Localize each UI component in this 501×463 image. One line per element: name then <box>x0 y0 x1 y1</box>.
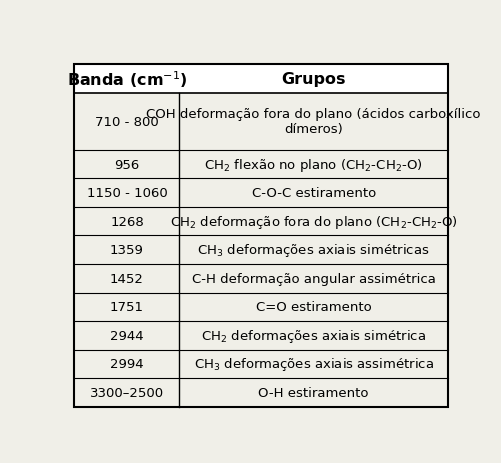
Text: CH$_2$ deformação fora do plano (CH$_2$-CH$_2$-O): CH$_2$ deformação fora do plano (CH$_2$-… <box>169 213 457 230</box>
Text: 2994: 2994 <box>110 357 143 370</box>
Text: 1452: 1452 <box>110 272 144 285</box>
Text: 3300–2500: 3300–2500 <box>90 386 164 399</box>
Text: CH$_3$ deformações axiais assimétrica: CH$_3$ deformações axiais assimétrica <box>193 356 433 373</box>
Text: 1359: 1359 <box>110 244 144 257</box>
Text: Banda (cm$^{-1}$): Banda (cm$^{-1}$) <box>67 69 187 89</box>
Text: 2944: 2944 <box>110 329 143 342</box>
Text: 956: 956 <box>114 158 139 171</box>
Text: CH$_3$ deformações axiais simétricas: CH$_3$ deformações axiais simétricas <box>197 242 429 259</box>
Text: C=O estiramento: C=O estiramento <box>256 300 371 313</box>
Text: 1150 - 1060: 1150 - 1060 <box>86 187 167 200</box>
Bar <box>74 64 447 94</box>
Text: 1268: 1268 <box>110 215 143 228</box>
Text: Grupos: Grupos <box>281 72 345 87</box>
Text: CH$_2$ deformações axiais simétrica: CH$_2$ deformações axiais simétrica <box>201 327 425 344</box>
Text: C-H deformação angular assimétrica: C-H deformação angular assimétrica <box>191 272 435 285</box>
Text: 1751: 1751 <box>110 300 144 313</box>
Text: C-O-C estiramento: C-O-C estiramento <box>251 187 375 200</box>
Text: CH$_2$ flexão no plano (CH$_2$-CH$_2$-O): CH$_2$ flexão no plano (CH$_2$-CH$_2$-O) <box>204 156 422 173</box>
Text: O-H estiramento: O-H estiramento <box>258 386 368 399</box>
Text: 710 - 800: 710 - 800 <box>95 116 158 129</box>
Text: COH deformação fora do plano (ácidos carboxílico
dímeros): COH deformação fora do plano (ácidos car… <box>146 108 480 136</box>
